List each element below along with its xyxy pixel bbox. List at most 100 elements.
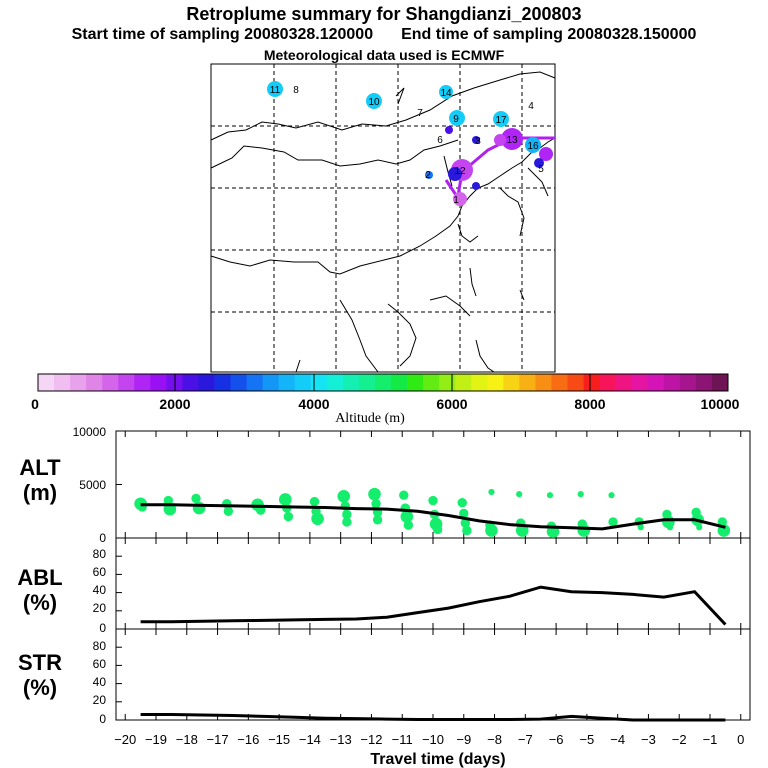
plume-cluster-dot xyxy=(267,81,283,97)
colorbar-segment xyxy=(294,374,312,391)
colorbar-segment xyxy=(663,374,681,391)
alt-point xyxy=(515,524,529,537)
str-y-tick: 0 xyxy=(99,712,106,726)
str-ylabel: STR xyxy=(18,650,62,675)
plume-cluster-dot xyxy=(501,128,523,150)
colorbar-frame xyxy=(37,373,729,392)
plume-markers xyxy=(267,81,553,206)
colorbar-segment xyxy=(647,374,665,391)
x-tick-label: −3 xyxy=(641,732,656,747)
plume-label: 17 xyxy=(495,115,507,126)
plume-cluster-dot xyxy=(449,110,465,126)
colorbar-segment xyxy=(711,374,729,391)
plume-cluster-dot xyxy=(472,182,480,190)
plume-label: 12 xyxy=(454,166,466,177)
x-tick-label: −5 xyxy=(579,732,594,747)
x-tick-label: −6 xyxy=(549,732,564,747)
plume-cluster-dot xyxy=(453,192,467,206)
x-tick-label: −1 xyxy=(703,732,718,747)
colorbar-segment xyxy=(230,374,248,391)
plume-label: 5 xyxy=(538,164,544,175)
colorbar-segment xyxy=(118,374,135,391)
alt-point xyxy=(608,517,618,527)
plume-cluster-dot xyxy=(366,93,382,109)
map-panel: 11 8 10 14 7 9 17 4 6 3 13 16 5 2 12 1 xyxy=(210,63,556,373)
alt-point xyxy=(485,524,498,537)
colorbar-segment xyxy=(567,374,585,391)
colorbar-segment xyxy=(54,374,71,391)
colorbar-segment xyxy=(695,374,713,391)
colorbar-segment xyxy=(134,374,151,391)
alt-point xyxy=(403,520,414,530)
alt-point xyxy=(460,518,471,528)
map-frame xyxy=(210,63,556,373)
x-tick-label: −10 xyxy=(422,732,444,747)
alt-point xyxy=(637,524,644,531)
abl-y-tick: 60 xyxy=(93,565,107,579)
met-data-label: Meteorological data used is ECMWF xyxy=(263,47,505,63)
colorbar-tick: 8000 xyxy=(574,396,605,412)
colorbar-segment xyxy=(246,374,264,391)
plume-cluster-dot xyxy=(493,111,509,127)
colorbar-segment xyxy=(503,374,520,391)
alt-point xyxy=(577,491,584,498)
alt-point xyxy=(399,490,409,500)
x-tick-label: −8 xyxy=(487,732,502,747)
colorbar-segment xyxy=(439,374,456,391)
colorbar-segment xyxy=(342,374,360,391)
colorbar-segment xyxy=(391,374,408,391)
colorbar-segment xyxy=(358,374,376,391)
str-y-tick: 40 xyxy=(93,675,107,689)
colorbar-segment xyxy=(102,374,119,391)
plume-cluster-dot xyxy=(525,137,541,153)
abl-y-tick: 0 xyxy=(99,621,106,635)
colorbar-segment xyxy=(70,374,87,391)
x-tick-label: −2 xyxy=(672,732,687,747)
alt-point xyxy=(278,493,292,506)
x-tick-label: −16 xyxy=(237,732,259,747)
colorbar-segment xyxy=(182,374,199,391)
colorbar-segment xyxy=(455,374,472,391)
abl-y-tick: 40 xyxy=(93,583,107,597)
abl-y-tick: 20 xyxy=(93,601,107,615)
x-axis-label: Travel time (days) xyxy=(370,751,505,768)
plume-cluster-dot xyxy=(425,171,433,179)
plume-label: 13 xyxy=(506,135,518,146)
x-tick-label: −15 xyxy=(268,732,290,747)
colorbar-segment xyxy=(86,374,103,391)
plume-label: 8 xyxy=(293,85,299,96)
x-tick-label: −7 xyxy=(518,732,533,747)
y-tick-labels: 10000 5000 0 80 60 40 20 0 80 60 40 20 0 xyxy=(73,425,107,726)
alt-point xyxy=(400,510,414,523)
plume-label: 2 xyxy=(425,170,431,181)
alt-point xyxy=(368,487,381,501)
abl-ylabel: ABL xyxy=(17,565,62,590)
alt-point xyxy=(223,506,234,516)
colorbar-segment xyxy=(262,374,280,391)
x-tick-label: −17 xyxy=(207,732,229,747)
str-y-tick: 60 xyxy=(93,657,107,671)
colorbar-tick: 0 xyxy=(31,396,39,412)
plume-cluster-dot xyxy=(445,126,453,134)
alt-point xyxy=(192,501,206,515)
colorbar-segment xyxy=(214,374,232,391)
alt-point xyxy=(457,497,467,508)
alt-mean-line xyxy=(140,503,726,531)
plume-cluster-dot xyxy=(534,158,544,168)
colorbar-segment xyxy=(407,374,424,391)
plume-label: 10 xyxy=(368,97,380,108)
x-tick-label: −11 xyxy=(392,732,413,747)
alt-point xyxy=(342,517,352,527)
alt-point xyxy=(488,488,495,496)
colorbar-ticks: 0 2000 4000 6000 8000 10000 xyxy=(31,396,740,412)
alt-point xyxy=(309,496,320,507)
plume-label: 11 xyxy=(270,85,281,96)
alt-point xyxy=(608,492,615,499)
str-y-tick: 20 xyxy=(93,693,107,707)
x-tick-label: −13 xyxy=(330,732,352,747)
alt-point xyxy=(666,524,674,531)
alt-point xyxy=(191,493,201,504)
alt-point xyxy=(371,499,381,509)
altitude-colorbar xyxy=(38,374,729,391)
axis-ticks xyxy=(116,430,742,721)
